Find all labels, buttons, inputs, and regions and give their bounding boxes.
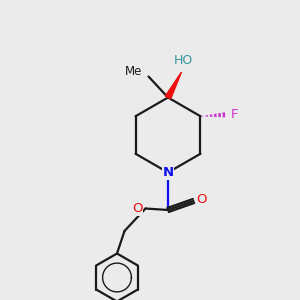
Text: N: N [162, 166, 174, 179]
Text: O: O [197, 193, 207, 206]
Text: F: F [231, 108, 239, 121]
Text: Me: Me [124, 65, 142, 79]
Polygon shape [165, 72, 182, 99]
Text: HO: HO [173, 54, 193, 67]
Text: O: O [132, 202, 143, 215]
